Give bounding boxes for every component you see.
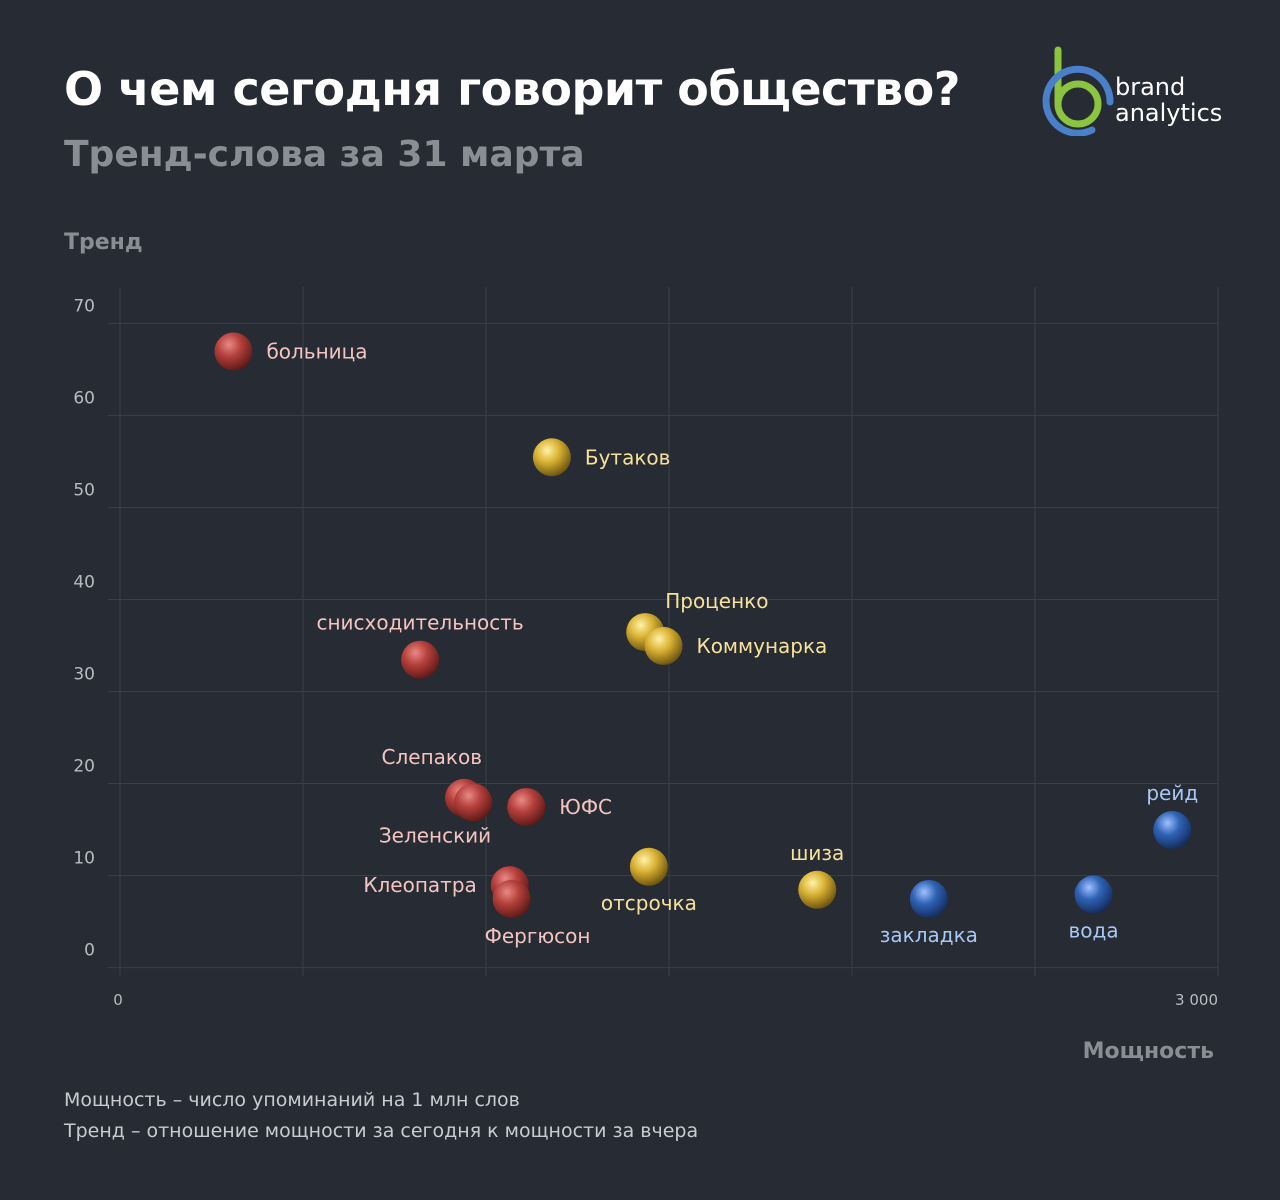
brand-logo-icon — [1042, 46, 1114, 136]
data-point — [401, 640, 440, 679]
data-point — [454, 783, 493, 822]
grid — [108, 287, 1219, 976]
footnote-power: Мощность – число упоминаний на 1 млн сло… — [64, 1089, 520, 1111]
data-point-label: Проценко — [665, 589, 768, 613]
page-title: О чем сегодня говорит общество? — [64, 62, 960, 116]
y-tick-label: 30 — [73, 665, 95, 685]
footnotes: Мощность – число упоминаний на 1 млн сло… — [64, 1085, 698, 1147]
data-point-label: закладка — [880, 923, 978, 947]
y-tick-label: 60 — [73, 388, 95, 408]
data-point-label: вода — [1069, 918, 1119, 942]
data-point-label: отсрочка — [601, 891, 697, 915]
page-subtitle: Тренд-слова за 31 марта — [64, 134, 585, 175]
y-tick-label: 40 — [73, 572, 95, 592]
logo-line-2: analytics — [1115, 99, 1223, 127]
data-point — [1074, 875, 1113, 914]
y-tick-label: 10 — [73, 849, 95, 869]
x-tick-label: 0 — [113, 991, 123, 1009]
y-tick-label: 20 — [73, 757, 95, 777]
y-axis-title: Тренд — [64, 230, 143, 255]
footnote-trend: Тренд – отношение мощности за сегодня к … — [64, 1120, 699, 1142]
data-point-label: Слепаков — [382, 745, 483, 769]
x-tick-label: 3 000 — [1175, 991, 1218, 1009]
x-axis-title: Мощность — [1083, 1039, 1214, 1064]
data-point-label: Коммунарка — [697, 634, 828, 658]
data-point-label: снисходительность — [316, 611, 523, 635]
data-point — [1153, 810, 1192, 849]
data-point — [492, 879, 531, 918]
data-point — [214, 332, 253, 371]
data-point-label: больница — [266, 339, 367, 363]
data-point — [629, 847, 668, 886]
data-point — [909, 879, 948, 918]
data-point-label: Бутаков — [585, 445, 671, 469]
logo-line-1: brand — [1115, 73, 1186, 101]
data-point-label: шиза — [790, 841, 844, 865]
brand-logo-text: brand analytics — [1115, 74, 1222, 126]
data-point — [798, 870, 837, 909]
data-point-label: Зеленский — [379, 823, 491, 847]
data-point-label: Фергюсон — [485, 924, 591, 948]
y-tick-label: 50 — [73, 480, 95, 500]
data-point — [507, 787, 546, 826]
y-tick-label: 0 — [84, 941, 95, 961]
data-point-label: ЮФС — [559, 795, 612, 819]
y-tick-label: 70 — [73, 296, 95, 316]
data-point-label: Клеопатра — [363, 873, 476, 897]
data-point — [644, 626, 683, 665]
data-point-label: рейд — [1146, 781, 1198, 805]
data-point — [532, 438, 571, 477]
